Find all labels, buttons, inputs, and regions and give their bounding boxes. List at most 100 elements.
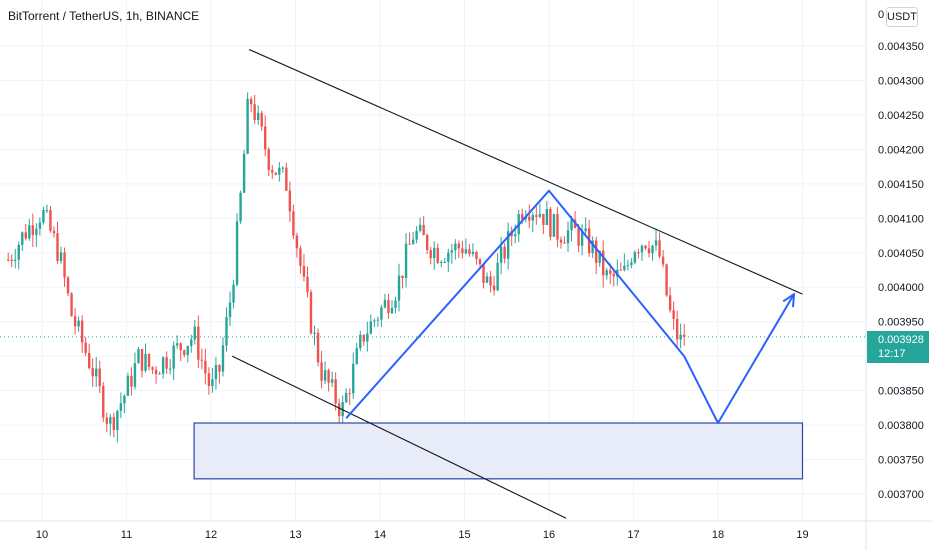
currency-button[interactable]: USDT	[886, 7, 918, 27]
support-zone	[193, 422, 804, 480]
candle-body	[651, 245, 654, 254]
candle-body	[514, 234, 517, 237]
candle-body	[126, 375, 130, 396]
y-tick-label: 0.004200	[878, 144, 924, 156]
candle-body	[190, 339, 193, 347]
candle-body	[147, 353, 151, 368]
y-tick-label: 0.003950	[878, 317, 924, 329]
candle-body	[45, 210, 49, 212]
candle-body	[535, 215, 538, 217]
candle-body	[278, 167, 281, 175]
candle-body	[80, 320, 84, 343]
candle-body	[373, 320, 376, 322]
candle-body	[345, 393, 348, 403]
candle-body	[390, 307, 394, 314]
candle-body	[73, 316, 77, 327]
candle-body	[675, 318, 679, 340]
candle-body	[545, 209, 549, 225]
time-axis[interactable]: 10 11 12 13 14 15 16 17 18 19	[36, 529, 809, 541]
candle-body	[366, 333, 369, 342]
candle-body	[306, 276, 309, 293]
candle-body	[144, 353, 147, 371]
candle-body	[256, 112, 260, 120]
candle-body	[672, 310, 675, 319]
candle-body	[542, 213, 545, 225]
x-tick-label: 11	[121, 529, 132, 541]
candle-body	[570, 219, 573, 231]
candle-body	[609, 270, 612, 274]
candle-body	[454, 243, 457, 251]
candle-body	[461, 248, 464, 254]
candle-body	[584, 228, 587, 232]
candle-body	[130, 375, 133, 387]
candle-body	[531, 215, 535, 221]
candle-body	[475, 251, 478, 260]
candle-body	[288, 190, 292, 212]
price-axis-top-label: 0	[878, 9, 885, 21]
candle-body	[176, 343, 179, 346]
lower-trendline	[231, 355, 567, 519]
candle-body	[528, 216, 531, 221]
drawings	[0, 48, 866, 519]
candle-body	[59, 252, 63, 261]
candle-body	[161, 357, 165, 374]
candle-body	[228, 302, 232, 318]
y-tick-label: 0.004300	[878, 75, 924, 87]
price-axis[interactable]: 0.0037000.0037500.0038000.0038500.003900…	[878, 41, 924, 501]
candle-body	[52, 230, 56, 234]
candle-body	[63, 252, 66, 278]
candle-body	[380, 307, 383, 320]
candle-body	[183, 350, 186, 356]
candle-body	[172, 345, 175, 369]
candle-body	[612, 273, 615, 277]
y-tick-label: 0.004000	[878, 282, 924, 294]
y-tick-label: 0.004050	[878, 248, 924, 260]
candle-body	[658, 240, 661, 257]
upper-trendline	[248, 48, 803, 295]
candle-body	[563, 242, 566, 244]
candle-body	[503, 246, 506, 259]
candle-body	[330, 379, 334, 383]
x-tick-label: 19	[796, 529, 808, 541]
candle-body	[116, 410, 119, 431]
candle-body	[193, 326, 197, 340]
candle-body	[211, 379, 214, 387]
candle-body	[352, 363, 355, 394]
candle-body	[443, 261, 446, 263]
candle-body	[471, 251, 475, 255]
candle-body	[566, 230, 570, 244]
candle-body	[105, 417, 108, 424]
candle-body	[253, 104, 256, 120]
candle-body	[204, 360, 207, 374]
candle-body	[654, 240, 658, 246]
candle-body	[140, 348, 144, 371]
candle-body	[87, 352, 91, 369]
x-tick-label: 13	[289, 529, 301, 541]
candle-body	[683, 334, 686, 337]
candle-body	[362, 334, 366, 342]
x-tick-label: 10	[36, 529, 48, 541]
candle-body	[623, 265, 626, 271]
candle-body	[630, 262, 633, 266]
candles	[7, 92, 686, 443]
candle-body	[538, 213, 542, 217]
candle-body	[401, 275, 404, 279]
candle-body	[98, 368, 101, 387]
candle-body	[66, 277, 70, 294]
bar-countdown: 12:17	[878, 348, 906, 360]
candle-body	[56, 233, 59, 261]
projection-arrowhead	[782, 293, 796, 308]
candle-body	[327, 370, 330, 383]
candle-body	[640, 245, 644, 253]
candle-body	[376, 319, 380, 321]
candle-body	[246, 98, 249, 154]
candle-body	[457, 243, 461, 249]
candle-body	[411, 239, 415, 244]
candle-body	[91, 368, 94, 377]
candle-body	[218, 365, 221, 372]
x-tick-label: 14	[374, 529, 386, 541]
candle-body	[429, 250, 432, 259]
candle-body	[552, 214, 556, 237]
candle-body	[260, 112, 263, 127]
